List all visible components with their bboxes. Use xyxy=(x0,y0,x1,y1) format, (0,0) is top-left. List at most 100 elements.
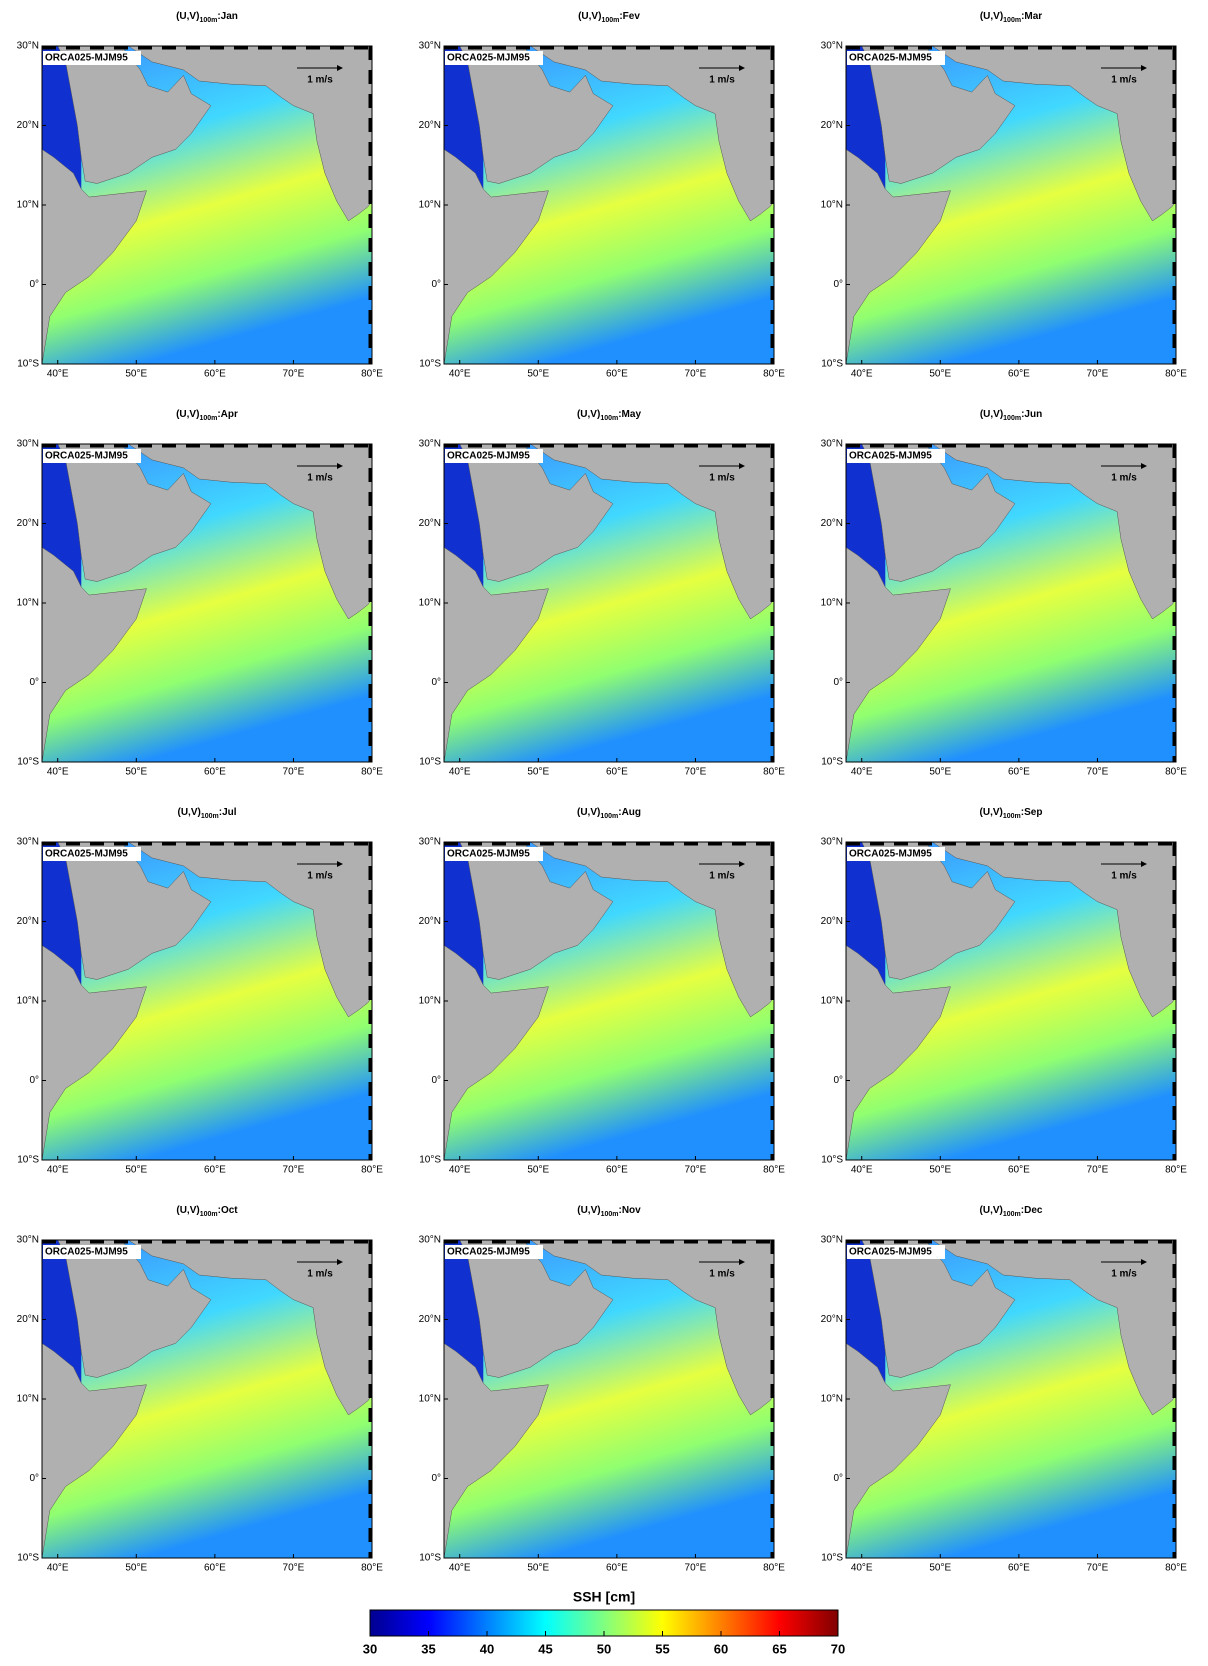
model-label: ORCA025-MJM95 xyxy=(447,849,530,860)
land xyxy=(845,546,951,763)
map-panel: (U,V)100m:Fev ORCA025-MJM95 1 m/s 30°N 20°N 1… xyxy=(419,11,786,380)
lat-tick-label: 20°N xyxy=(17,916,39,927)
model-label: ORCA025-MJM95 xyxy=(849,451,932,462)
lat-tick-label: 30°N xyxy=(17,41,39,52)
scale-label: 1 m/s xyxy=(307,473,333,484)
lon-tick-label: 80°E xyxy=(1165,1165,1187,1176)
lat-tick-label: 0° xyxy=(833,1473,843,1484)
scale-label: 1 m/s xyxy=(709,1269,735,1280)
lon-tick-label: 60°E xyxy=(606,369,628,380)
colorbar-tick-label: 35 xyxy=(421,1641,435,1656)
lon-tick-label: 70°E xyxy=(1087,369,1109,380)
title-text: (U,V) xyxy=(980,807,1003,818)
lon-tick-label: 50°E xyxy=(125,1563,147,1574)
label-box xyxy=(445,847,543,861)
label-box xyxy=(43,847,141,861)
lon-tick-label: 80°E xyxy=(361,1165,383,1176)
colorbar-title: SSH [cm] xyxy=(573,1589,635,1605)
lat-tick-label: 10°N xyxy=(821,598,843,609)
lon-tick-label: 80°E xyxy=(361,1563,383,1574)
title-text: (U,V) xyxy=(577,1205,600,1216)
title-text: (U,V) xyxy=(176,1205,199,1216)
colorbar-tick-label: 40 xyxy=(480,1641,494,1656)
lon-tick-label: 40°E xyxy=(851,767,873,778)
colorbar-tick-label: 45 xyxy=(538,1641,552,1656)
lon-tick-label: 70°E xyxy=(283,369,305,380)
panel-title: (U,V)100m:Oct xyxy=(176,1205,238,1218)
panel-title: (U,V)100m:Jan xyxy=(176,11,238,24)
title-text: (U,V) xyxy=(577,409,600,420)
title-subscript: 100m xyxy=(1003,1211,1021,1218)
title-subscript: 100m xyxy=(1003,415,1021,422)
lat-tick-label: 0° xyxy=(29,279,39,290)
lon-tick-label: 40°E xyxy=(449,767,471,778)
lon-tick-label: 40°E xyxy=(449,1165,471,1176)
title-month: :May xyxy=(618,409,641,420)
land xyxy=(443,546,549,763)
title-month: :Nov xyxy=(619,1205,642,1216)
lat-tick-label: 30°N xyxy=(419,837,441,848)
colorbar-tick-label: 60 xyxy=(714,1641,728,1656)
lat-tick-label: 0° xyxy=(431,677,441,688)
lon-tick-label: 40°E xyxy=(47,1563,69,1574)
land xyxy=(127,443,373,620)
lat-tick-label: 20°N xyxy=(419,120,441,131)
model-label: ORCA025-MJM95 xyxy=(45,849,128,860)
lat-tick-label: 30°N xyxy=(17,1235,39,1246)
lat-tick-label: 10°N xyxy=(17,598,39,609)
model-label: ORCA025-MJM95 xyxy=(447,53,530,64)
lat-tick-label: 10°N xyxy=(419,598,441,609)
lat-tick-label: 10°S xyxy=(17,1155,39,1166)
model-label: ORCA025-MJM95 xyxy=(849,53,932,64)
land xyxy=(529,45,775,222)
title-subscript: 100m xyxy=(200,1211,218,1218)
title-subscript: 100m xyxy=(600,415,618,422)
lat-tick-label: 30°N xyxy=(419,1235,441,1246)
lon-tick-label: 60°E xyxy=(204,1563,226,1574)
land xyxy=(931,841,1177,1018)
lat-tick-label: 10°N xyxy=(821,200,843,211)
lon-tick-label: 60°E xyxy=(1008,369,1030,380)
title-month: :Jul xyxy=(219,807,237,818)
lat-tick-label: 20°N xyxy=(419,916,441,927)
lat-tick-label: 10°S xyxy=(419,1553,441,1564)
lon-tick-label: 80°E xyxy=(1165,1563,1187,1574)
scale-label: 1 m/s xyxy=(709,473,735,484)
land xyxy=(127,1239,373,1416)
label-box xyxy=(445,449,543,463)
model-label: ORCA025-MJM95 xyxy=(849,1247,932,1258)
title-month: :Oct xyxy=(218,1205,239,1216)
label-box xyxy=(43,1245,141,1259)
lat-tick-label: 10°S xyxy=(17,757,39,768)
title-subscript: 100m xyxy=(601,1211,619,1218)
lat-tick-label: 10°N xyxy=(821,996,843,1007)
lon-tick-label: 40°E xyxy=(851,369,873,380)
lat-tick-label: 0° xyxy=(29,1473,39,1484)
lat-tick-label: 20°N xyxy=(821,916,843,927)
land xyxy=(57,45,212,184)
colorbar-tick-label: 70 xyxy=(831,1641,845,1656)
lat-tick-label: 30°N xyxy=(821,837,843,848)
lon-tick-label: 40°E xyxy=(47,369,69,380)
lat-tick-label: 0° xyxy=(431,1473,441,1484)
title-month: :Fev xyxy=(619,11,640,22)
lon-tick-label: 70°E xyxy=(1087,767,1109,778)
model-label: ORCA025-MJM95 xyxy=(447,451,530,462)
land xyxy=(861,841,1016,980)
lon-tick-label: 60°E xyxy=(606,1165,628,1176)
lat-tick-label: 20°N xyxy=(821,1314,843,1325)
title-text: (U,V) xyxy=(177,807,200,818)
title-subscript: 100m xyxy=(1003,17,1021,24)
panel-title: (U,V)100m:Fev xyxy=(578,11,640,24)
lat-tick-label: 0° xyxy=(833,279,843,290)
lat-tick-label: 10°N xyxy=(17,200,39,211)
model-label: ORCA025-MJM95 xyxy=(45,451,128,462)
land xyxy=(529,1239,775,1416)
lat-tick-label: 20°N xyxy=(17,518,39,529)
lon-tick-label: 50°E xyxy=(929,369,951,380)
lat-tick-label: 0° xyxy=(29,1075,39,1086)
title-text: (U,V) xyxy=(578,11,601,22)
title-text: (U,V) xyxy=(577,807,600,818)
land xyxy=(459,45,614,184)
